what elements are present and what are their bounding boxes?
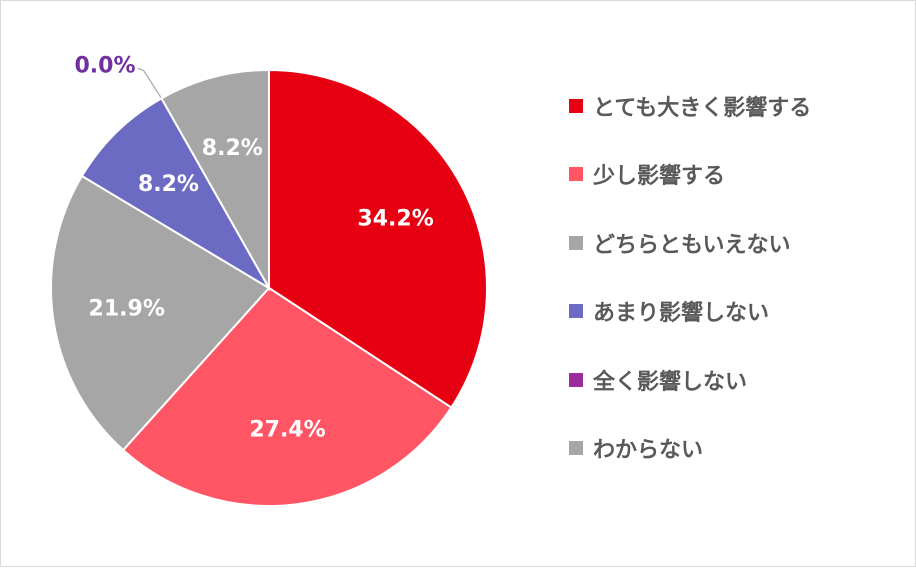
- legend-swatch: [569, 235, 583, 250]
- legend-label: 全く影響しない: [593, 369, 748, 395]
- pie-slice-5: [160, 68, 270, 292]
- data-label-0: 34.2%: [357, 207, 433, 232]
- data-label-3: 8.2%: [138, 172, 199, 197]
- legend-label: あまり影響しない: [593, 301, 770, 326]
- legend-label: とても大きく影響する: [593, 95, 812, 121]
- legend-label: 少し影響する: [593, 164, 726, 189]
- data-label-1: 27.4%: [249, 418, 325, 443]
- legend-swatch: [569, 304, 583, 318]
- legend-swatch: [569, 441, 583, 455]
- legend-item-3: あまり影響しない: [569, 299, 811, 326]
- chart-legend: とても大きく影響する 少し影響するどちらともいえない あまり影響しない 全く影響しない…: [569, 93, 811, 504]
- pie-slice-2: [50, 174, 271, 452]
- data-label-5: 8.2%: [202, 136, 263, 161]
- legend-item-2: どちらともいえない: [569, 230, 811, 258]
- legend-swatch: [569, 372, 583, 387]
- legend-swatch: [569, 167, 583, 181]
- leader-line-4: [137, 67, 162, 99]
- legend-swatch: [569, 98, 583, 113]
- legend-label: どちらともいえない: [593, 232, 791, 258]
- legend-item-4: 全く影響しない: [569, 367, 811, 395]
- legend-label: わからない: [593, 438, 704, 463]
- pie-slice-1: [121, 286, 453, 507]
- legend-item-0: とても大きく影響する: [569, 93, 811, 121]
- legend-item-5: わからない: [569, 436, 811, 463]
- pie-slice-3: [80, 96, 272, 291]
- data-label-4: 0.0%: [74, 53, 135, 78]
- data-label-2: 21.9%: [89, 296, 165, 321]
- legend-item-1: 少し影響する: [569, 162, 811, 189]
